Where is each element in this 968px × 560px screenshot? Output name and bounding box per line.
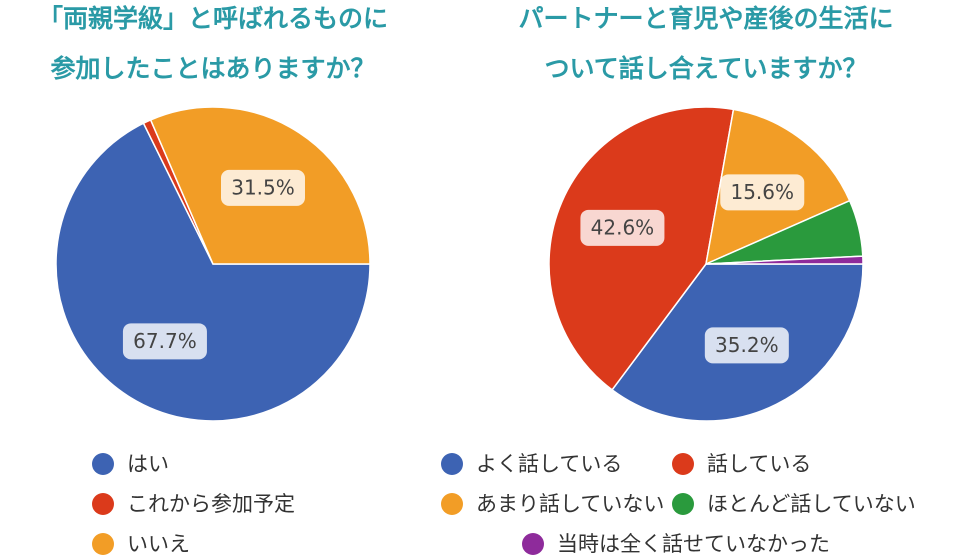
legend-marker (92, 533, 114, 555)
value-label: 42.6% (591, 215, 655, 239)
value-label-bg (704, 327, 789, 364)
legend-marker (522, 533, 544, 555)
value-label-bg (720, 174, 805, 211)
legend-marker (441, 453, 463, 475)
chart-title: 「両親学級」と呼ばれるものに (38, 4, 388, 33)
value-label-bg (122, 323, 207, 360)
legend-marker (672, 493, 694, 515)
value-label: 67.7% (133, 329, 197, 353)
legend-label: はい (127, 452, 169, 476)
legend-marker (92, 453, 114, 475)
pie-slice (548, 106, 735, 391)
legend-label: 話している (707, 452, 811, 476)
legend-label: よく話している (476, 452, 622, 476)
value-label: 31.5% (231, 175, 295, 199)
legend-label: いいえ (127, 532, 190, 556)
legend-label: 当時は全く話せていなかった (557, 532, 830, 556)
legend-label: あまり話していない (476, 492, 664, 516)
chart-title: 参加したことはありますか？ (50, 54, 375, 83)
value-label: 35.2% (715, 333, 779, 357)
chart-title: ついて話し合えていますか？ (544, 54, 867, 83)
legend-marker (92, 493, 114, 515)
value-label-bg (580, 209, 665, 246)
value-label: 15.6% (730, 180, 794, 204)
chart-title: パートナーと育児や産後の生活に (518, 4, 893, 33)
legend-label: これから参加予定 (127, 492, 295, 516)
legend-marker (441, 493, 463, 515)
legend-marker (672, 453, 694, 475)
legend-label: ほとんど話していない (707, 492, 916, 516)
pie-slice (705, 255, 864, 265)
value-label-bg (220, 169, 305, 206)
